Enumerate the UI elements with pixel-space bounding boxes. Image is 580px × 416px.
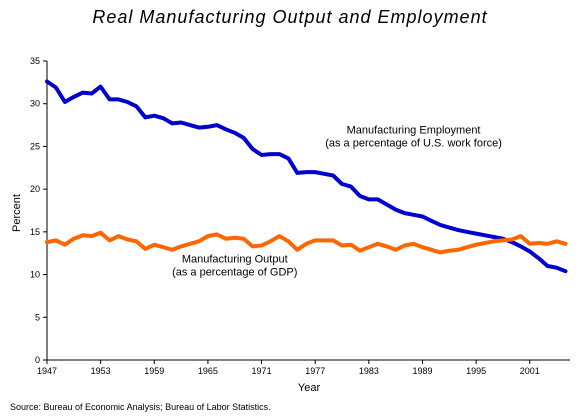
- x-tick-label: 1959: [144, 366, 164, 376]
- y-tick-label: 0: [35, 355, 40, 365]
- x-tick-label: 1953: [91, 366, 111, 376]
- x-axis-label: Year: [298, 382, 321, 394]
- y-tick-label: 30: [30, 99, 40, 109]
- annotation-employment: (as a percentage of U.S. work force): [325, 138, 502, 150]
- y-tick-label: 25: [30, 141, 40, 151]
- series-line-employment: [45, 79, 568, 274]
- x-tick-label: 2001: [520, 366, 540, 376]
- x-tick-label: 1989: [412, 366, 432, 376]
- x-tick-label: 1947: [37, 366, 57, 376]
- annotation-employment: Manufacturing Employment: [347, 125, 481, 137]
- y-tick-label: 15: [30, 227, 40, 237]
- x-tick-label: 1977: [305, 366, 325, 376]
- source-note: Source: Bureau of Economic Analysis; Bur…: [10, 402, 271, 412]
- x-tick-label: 1995: [466, 366, 486, 376]
- chart-title: Real Manufacturing Output and Employment: [92, 7, 487, 27]
- y-tick-label: 10: [30, 270, 40, 280]
- annotation-output: Manufacturing Output: [182, 254, 288, 266]
- x-tick-label: 1965: [198, 366, 218, 376]
- y-axis-label: Percent: [11, 194, 23, 232]
- y-tick-label: 20: [30, 184, 40, 194]
- series-line-output: [45, 230, 568, 255]
- y-tick-label: 35: [30, 56, 40, 66]
- y-tick-label: 5: [35, 312, 40, 322]
- x-tick-label: 1983: [359, 366, 379, 376]
- annotation-output: (as a percentage of GDP): [172, 267, 297, 279]
- plot-area: 0 5 10 15 20 25 30 35 1947 1953 1959 1965 1971 1977 19…: [30, 56, 570, 376]
- x-tick-label: 1971: [252, 366, 272, 376]
